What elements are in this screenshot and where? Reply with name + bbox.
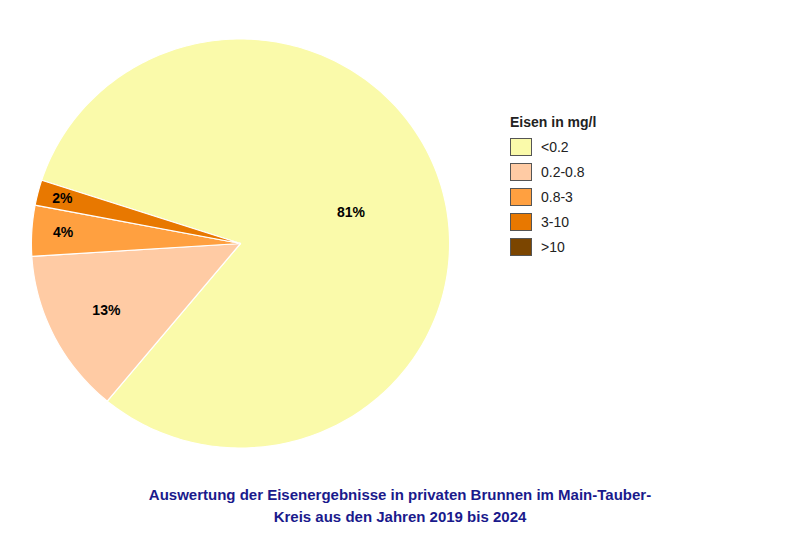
html-text:0.2-0.8: 0.2-0.8 xyxy=(541,163,585,180)
html-text:Eisen in mg/l: Eisen in mg/l xyxy=(510,113,597,130)
html-text:3-10: 3-10 xyxy=(541,213,569,230)
svg-text:13%: 13% xyxy=(92,302,121,318)
html-text:Kreis aus den Jahren 2019 bis: Kreis aus den Jahren 2019 bis 2024 xyxy=(273,507,527,525)
svg-text:81%: 81% xyxy=(337,204,366,220)
html-text:0.8-3: 0.8-3 xyxy=(541,188,573,205)
svg-text:4%: 4% xyxy=(53,224,74,240)
html-text:>10: >10 xyxy=(541,238,565,255)
html-text:Auswertung der Eisenergebnisse: Auswertung der Eisenergebnisse in privat… xyxy=(148,486,652,503)
svg-text:2%: 2% xyxy=(52,190,73,206)
html-text:<0.2: <0.2 xyxy=(541,138,569,155)
